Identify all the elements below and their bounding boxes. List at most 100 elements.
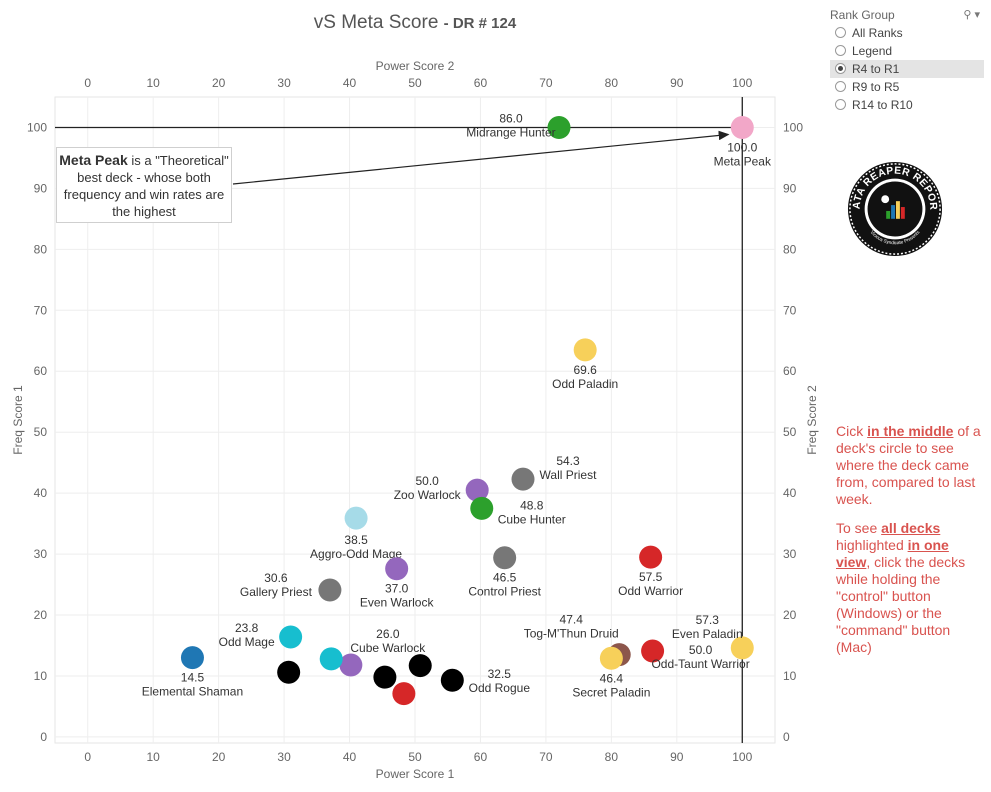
x-tick-label-top: 10	[147, 76, 161, 90]
deck-point-gallery-priest[interactable]	[318, 578, 342, 602]
y-tick-label-left: 20	[34, 608, 48, 622]
deck-name-label: Midrange Hunter	[466, 125, 555, 139]
deck-score-label: 50.0	[689, 643, 713, 657]
y-axis-title-left: Freq Score 1	[11, 385, 25, 455]
x-axis-title-top: Power Score 2	[376, 59, 455, 73]
y-tick-label-right: 30	[783, 547, 797, 561]
deck-point-odd-rogue[interactable]	[440, 668, 464, 692]
callout-bold: Meta Peak	[59, 152, 128, 168]
deck-score-label: 100.0	[727, 140, 757, 154]
deck-name-label: Odd Rogue	[469, 681, 531, 695]
deck-point-odd-warrior[interactable]	[639, 545, 663, 569]
deck-name-label: Cube Hunter	[498, 512, 566, 526]
deck-point-elemental-shaman[interactable]	[180, 646, 204, 670]
deck-name-label: Control Priest	[468, 585, 541, 599]
radio-icon[interactable]	[835, 63, 846, 74]
deck-name-label: Cube Warlock	[350, 641, 426, 655]
deck-name-label: Odd Warrior	[618, 584, 683, 598]
chart-title-sub: - DR # 124	[443, 15, 517, 32]
deck-name-label: Odd-Taunt Warrior	[651, 657, 749, 671]
deck-name-label: Odd Paladin	[552, 377, 618, 391]
deck-point-aggro-odd-mage[interactable]	[344, 506, 368, 530]
deck-score-label: 57.3	[696, 613, 720, 627]
x-tick-label-bottom: 0	[84, 750, 91, 764]
y-tick-label-right: 20	[783, 608, 797, 622]
instr-p2-em2: in one view	[836, 537, 949, 570]
filter-option-r4-to-r1[interactable]: R4 to R1	[830, 60, 984, 78]
y-tick-label-left: 30	[34, 547, 48, 561]
deck-score-label: 69.6	[574, 363, 598, 377]
deck-point-meta-peak[interactable]	[730, 115, 754, 139]
deck-point-odd-mage[interactable]	[279, 625, 303, 649]
data-reaper-logo: DATA REAPER REPORT Vicious Syndicate Pre…	[846, 160, 943, 257]
deck-point-odd-paladin[interactable]	[573, 338, 597, 362]
instructions-p2: To see all decks highlighted in one view…	[836, 520, 986, 656]
instr-p2-b: highlighted	[836, 537, 908, 553]
filter-option-r9-to-r5[interactable]: R9 to R5	[830, 78, 984, 96]
filter-menu-icon[interactable]: ⚲ ▾	[963, 9, 980, 21]
filter-option-label: Legend	[852, 44, 893, 58]
instructions-p1: Cick in the middle of a deck's circle to…	[836, 423, 986, 508]
deck-name-label: Even Warlock	[360, 596, 435, 610]
instr-p2-em1: all decks	[881, 520, 941, 536]
radio-icon[interactable]	[835, 27, 846, 38]
deck-point-cube-warlock[interactable]	[339, 653, 363, 677]
filter-option-r14-to-r10[interactable]: R14 to R10	[830, 96, 984, 114]
instructions: Cick in the middle of a deck's circle to…	[836, 423, 986, 668]
instr-p1-a: Cick	[836, 423, 868, 439]
deck-point-unlabeled-deck[interactable]	[408, 654, 432, 678]
filter-option-label: R9 to R5	[852, 80, 900, 94]
filter-options: All Ranks Legend R4 to R1 R9 to R5 R14 to R1…	[830, 24, 984, 114]
rank-group-filter: Rank Group ⚲ ▾ All Ranks Legend R4 to R1 R9…	[830, 6, 984, 114]
deck-point-secret-paladin[interactable]	[599, 646, 623, 670]
radio-icon[interactable]	[835, 45, 846, 56]
deck-score-label: 30.6	[264, 571, 288, 585]
deck-score-label: 86.0	[499, 111, 523, 125]
x-tick-label-bottom: 70	[539, 750, 553, 764]
deck-point-unlabeled-deck[interactable]	[319, 647, 343, 671]
deck-point-even-paladin[interactable]	[730, 636, 754, 660]
deck-score-label: 38.5	[344, 533, 368, 547]
y-tick-label-right: 60	[783, 364, 797, 378]
deck-point-unlabeled-deck[interactable]	[392, 682, 416, 706]
filter-option-label: All Ranks	[852, 26, 903, 40]
y-tick-label-right: 0	[783, 730, 790, 744]
x-tick-label-bottom: 20	[212, 750, 226, 764]
deck-name-label: Elemental Shaman	[142, 685, 243, 699]
x-tick-label-bottom: 10	[147, 750, 161, 764]
x-tick-label-top: 30	[277, 76, 291, 90]
deck-point-even-warlock[interactable]	[385, 557, 409, 581]
y-tick-label-right: 40	[783, 486, 797, 500]
y-tick-label-left: 10	[34, 669, 48, 683]
deck-name-label: Gallery Priest	[240, 585, 313, 599]
deck-name-label: Secret Paladin	[572, 685, 650, 699]
deck-point-wall-priest[interactable]	[511, 467, 535, 491]
deck-score-label: 47.4	[560, 613, 584, 627]
radio-icon[interactable]	[835, 81, 846, 92]
y-tick-label-right: 90	[783, 181, 797, 195]
y-tick-label-left: 50	[34, 425, 48, 439]
deck-point-unlabeled-deck[interactable]	[373, 665, 397, 689]
deck-point-cube-hunter[interactable]	[470, 496, 494, 520]
deck-point-unlabeled-deck[interactable]	[277, 660, 301, 684]
deck-name-label: Odd Mage	[219, 635, 275, 649]
x-tick-label-top: 70	[539, 76, 553, 90]
y-tick-label-left: 0	[40, 730, 47, 744]
deck-point-control-priest[interactable]	[493, 546, 517, 570]
filter-option-legend[interactable]: Legend	[830, 42, 984, 60]
deck-name-label: Even Paladin	[672, 627, 743, 641]
y-axis-title-right: Freq Score 2	[805, 385, 819, 455]
radio-icon[interactable]	[835, 99, 846, 110]
filter-option-all-ranks[interactable]: All Ranks	[830, 24, 984, 42]
y-tick-label-right: 10	[783, 669, 797, 683]
deck-point-odd-taunt-warrior[interactable]	[641, 639, 665, 663]
meta-peak-callout: Meta Peak is a "Theoretical" best deck -…	[56, 147, 232, 223]
y-tick-label-left: 40	[34, 486, 48, 500]
filter-option-label: R14 to R10	[852, 98, 913, 112]
deck-point-zoo-warlock[interactable]	[465, 478, 489, 502]
deck-score-label: 54.3	[556, 454, 580, 468]
y-tick-label-right: 100	[783, 120, 803, 134]
deck-point-midrange-hunter[interactable]	[547, 115, 571, 139]
x-tick-label-bottom: 60	[474, 750, 488, 764]
deck-score-label: 26.0	[376, 627, 400, 641]
